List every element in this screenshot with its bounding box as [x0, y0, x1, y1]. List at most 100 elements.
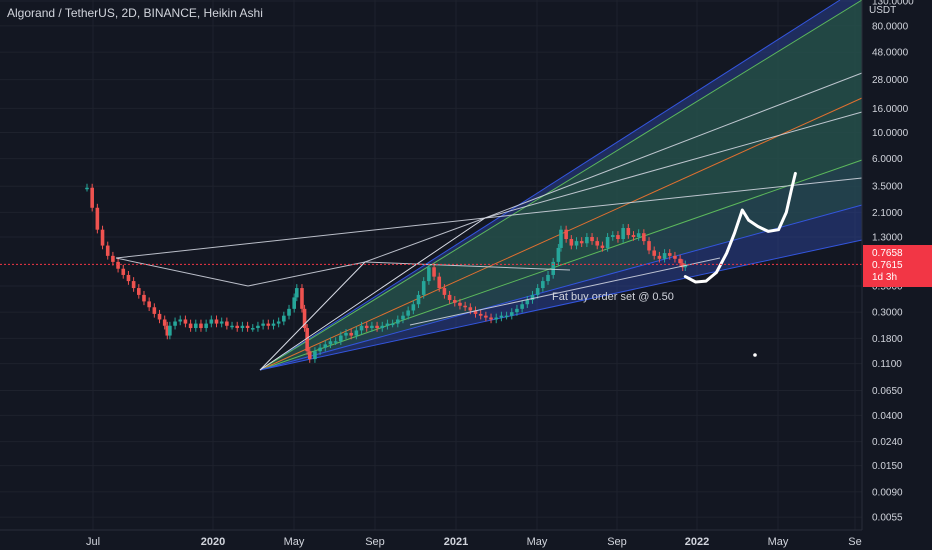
- trend-line: [259, 261, 366, 371]
- candle-body: [193, 323, 198, 329]
- candle-body: [401, 315, 405, 320]
- trend-line: [364, 217, 486, 263]
- price-tag-label: 0.7615: [872, 260, 903, 271]
- candle-body: [680, 263, 685, 268]
- candle-body: [535, 288, 540, 295]
- time-axis[interactable]: Jul 2020 May Sep 2021 May Sep 2022 May Se: [86, 536, 862, 548]
- y-tick-label: 48.0000: [872, 48, 909, 59]
- x-tick-label: 2022: [685, 536, 709, 548]
- x-tick-label: Sep: [365, 536, 385, 548]
- candle-body: [100, 229, 105, 246]
- currency-label: USDT: [869, 5, 897, 16]
- candle-body: [235, 325, 240, 329]
- candle-body: [121, 268, 126, 275]
- candle-body: [302, 308, 307, 329]
- candle-body: [152, 307, 157, 314]
- candle-body: [380, 325, 385, 329]
- candle-body: [105, 245, 110, 256]
- fan-line: [259, 239, 863, 371]
- candle-body: [307, 351, 312, 360]
- candle-body: [287, 308, 291, 316]
- candle-body: [375, 325, 379, 329]
- x-tick-label: May: [527, 536, 548, 548]
- candle-body: [305, 328, 309, 352]
- trend-line: [115, 257, 249, 287]
- candle-body: [662, 253, 667, 259]
- candle-body: [137, 288, 141, 295]
- chart-title: Algorand / TetherUS, 2D, BINANCE, Heikin…: [7, 6, 263, 20]
- candle-body: [276, 321, 281, 324]
- candle-body: [396, 319, 400, 324]
- y-tick-label: 0.1800: [872, 334, 903, 345]
- candle-body: [541, 281, 545, 289]
- price-tag-label: 1d 3h: [872, 272, 897, 283]
- candle-body: [667, 253, 672, 256]
- candle-body: [333, 341, 338, 343]
- candle-body: [494, 317, 499, 320]
- candle-body: [509, 312, 514, 316]
- candle-body: [569, 239, 574, 246]
- candle-body: [256, 325, 260, 329]
- candle-body: [411, 304, 416, 311]
- candle-body: [131, 281, 136, 289]
- candle-body: [657, 255, 662, 259]
- x-tick-label: Jul: [86, 536, 100, 548]
- candle-body: [621, 227, 625, 240]
- candle-body: [173, 321, 177, 326]
- y-tick-label: 0.0055: [872, 513, 903, 524]
- x-tick-label: Se: [848, 536, 861, 548]
- y-tick-label: 0.0090: [872, 487, 903, 498]
- candle-body: [530, 294, 535, 301]
- candle-body: [95, 207, 100, 230]
- y-tick-label: 80.0000: [872, 21, 909, 32]
- y-tick-label: 0.0650: [872, 386, 903, 397]
- candle-body: [468, 307, 473, 311]
- candle-body: [188, 323, 193, 329]
- candle-body: [90, 187, 94, 208]
- candle-body: [282, 315, 286, 322]
- candle-body: [349, 332, 353, 336]
- trend-line: [409, 257, 721, 326]
- candle-body: [489, 317, 493, 320]
- candle-body: [574, 241, 579, 246]
- y-tick-label: 0.0400: [872, 411, 903, 422]
- candle-body: [199, 323, 203, 329]
- y-tick-label: 2.1000: [872, 208, 903, 219]
- candle-body: [452, 300, 457, 303]
- price-tag-box: [863, 245, 932, 287]
- gann-fans: [259, 0, 863, 371]
- trend-line: [484, 111, 863, 219]
- candle-body: [406, 310, 410, 316]
- candle-body: [484, 315, 488, 318]
- candle-body: [595, 241, 600, 246]
- candle-body: [225, 321, 229, 326]
- candle-body: [616, 235, 620, 240]
- trend-line: [247, 261, 366, 287]
- candle-body: [447, 294, 452, 301]
- candle-body: [590, 237, 594, 242]
- candle-body: [339, 335, 343, 342]
- candle-body: [520, 304, 524, 309]
- candle-body: [183, 319, 188, 324]
- candle-body: [245, 325, 250, 329]
- y-tick-label: 6.0000: [872, 154, 903, 165]
- candle-body: [390, 323, 395, 326]
- fan-line: [259, 204, 863, 371]
- y-tick-label: 0.3000: [872, 308, 903, 319]
- x-tick-label: 2020: [201, 536, 225, 548]
- y-tick-label: 10.0000: [872, 128, 909, 139]
- candle-body: [673, 255, 677, 259]
- dot-marker: [753, 353, 757, 357]
- candle-body: [116, 261, 120, 269]
- candle-body: [271, 323, 276, 326]
- price-axis[interactable]: 130.0000 80.0000 48.0000 28.0000 16.0000 10.0…: [872, 0, 914, 524]
- candle-body: [266, 323, 271, 326]
- x-tick-label: May: [284, 536, 305, 548]
- candle-body: [515, 308, 519, 313]
- candle-body: [323, 344, 328, 348]
- candle-body: [292, 297, 296, 309]
- candle-body: [442, 288, 447, 295]
- projection-path: [683, 171, 797, 284]
